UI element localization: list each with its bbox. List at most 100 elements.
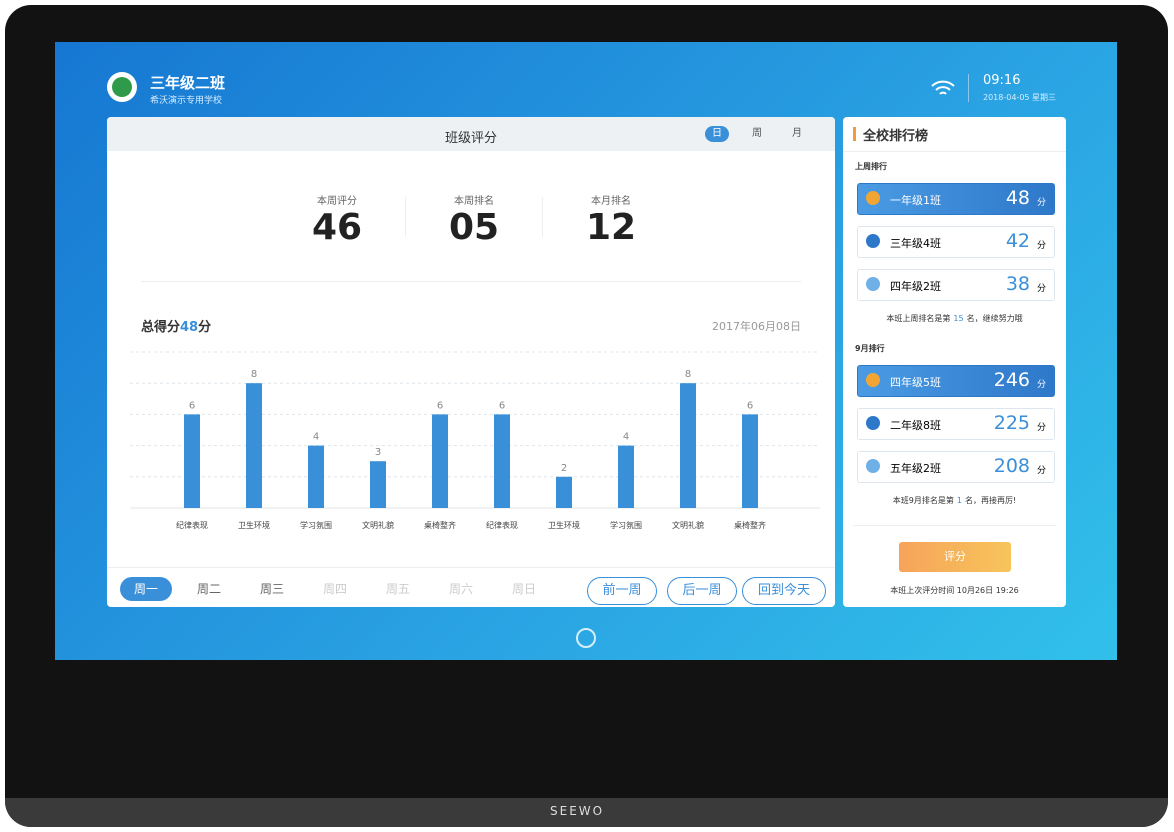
stat-value: 05 — [448, 207, 500, 248]
weekday: 星期三 — [1032, 93, 1057, 102]
score: 42 — [1005, 230, 1030, 252]
period-tab[interactable]: 月 — [792, 128, 802, 139]
value-label: 3 — [375, 447, 381, 458]
note-pre: 本班上周排名是第 — [886, 314, 951, 323]
home-button[interactable] — [576, 628, 596, 648]
ranking-title: 全校排行榜 — [863, 129, 929, 144]
value-label: 6 — [747, 400, 753, 411]
stat-label: 本周排名 — [454, 196, 494, 207]
rank-row: 三年级4班 42 分 — [857, 226, 1055, 258]
class-name: 一年级1班 — [890, 194, 941, 207]
stat-value: 12 — [585, 207, 637, 248]
day-tab[interactable]: 周三 — [259, 582, 284, 596]
class-name: 四年级2班 — [890, 280, 941, 293]
school-name: 希沃演示专用学校 — [150, 96, 223, 106]
unit: 分 — [1036, 241, 1046, 251]
day-tab[interactable]: 周六 — [448, 582, 473, 596]
group-title: 9月排行 — [855, 344, 885, 353]
value-label: 6 — [437, 400, 443, 411]
x-tick-label: 卫生环境 — [548, 520, 580, 530]
chart-date: 2017年06月08日 — [712, 320, 801, 333]
stat-divider — [542, 197, 543, 237]
score-panel: 班级评分 总得分48分 2017年06月08日 日周月本周评分 46 本周排名 05 本… — [107, 117, 835, 607]
class-name: 五年级2班 — [890, 462, 941, 475]
value-label: 4 — [623, 432, 629, 443]
note-post: 名，继续努力哦 — [966, 314, 1023, 323]
day-tab[interactable]: 周二 — [196, 582, 221, 596]
total-value: 48 — [180, 320, 199, 335]
rank-note: 本班9月排名是第 1 名，再接再厉! — [843, 495, 1066, 506]
score: 246 — [993, 369, 1030, 391]
note-rank: 15 — [953, 314, 964, 323]
x-tick-label: 桌椅整齐 — [734, 520, 766, 530]
bar-chart: 6 纪律表现 8 卫生环境 4 学习氛围 3 文明礼貌 6 桌椅整齐 6 纪律表现 2 卫生环境 4 学习氛围… — [130, 351, 820, 530]
score: 48 — [1005, 187, 1030, 209]
stat-label: 本月排名 — [591, 196, 631, 207]
x-tick-label: 文明礼貌 — [672, 520, 704, 530]
x-tick-label: 纪律表现 — [176, 520, 208, 530]
medal — [866, 416, 880, 430]
x-tick-label: 学习氛围 — [610, 520, 642, 530]
rank-row: 五年级2班 208 分 — [857, 451, 1055, 483]
day-tab[interactable]: 周四 — [322, 582, 347, 596]
device-strip — [5, 798, 1168, 827]
bar — [618, 445, 634, 508]
rank-row: 四年级2班 38 分 — [857, 269, 1055, 301]
group-title: 上周排行 — [855, 162, 887, 171]
score: 225 — [993, 412, 1030, 434]
unit: 分 — [1036, 466, 1046, 476]
date: 2018-04-05 星期三 — [983, 92, 1056, 103]
rank-row: 四年级5班 246 分 — [857, 365, 1055, 397]
bar — [680, 383, 696, 508]
bar — [742, 414, 758, 508]
bar — [246, 383, 262, 508]
rate-button[interactable]: 评分 — [899, 542, 1011, 572]
x-tick-label: 纪律表现 — [486, 520, 518, 530]
value-label: 2 — [561, 463, 567, 474]
medal — [866, 234, 880, 248]
value-label: 4 — [313, 432, 319, 443]
brand: SEEWO — [550, 804, 605, 818]
day-tab[interactable]: 周五 — [385, 582, 410, 596]
medal — [866, 459, 880, 473]
period-tab[interactable]: 日 — [705, 126, 729, 142]
value-label: 6 — [499, 400, 505, 411]
total-score: 总得分48分 — [141, 316, 211, 335]
rank-row: 二年级8班 225 分 — [857, 408, 1055, 440]
bar — [370, 461, 386, 508]
stat-label: 本周评分 — [317, 196, 357, 207]
bar — [308, 445, 324, 508]
period-tab[interactable]: 周 — [752, 128, 762, 139]
rank-row: 一年级1班 48 分 — [857, 183, 1055, 215]
total-unit: 分 — [198, 320, 212, 335]
day-tab[interactable]: 周日 — [511, 582, 536, 596]
bar — [184, 414, 200, 508]
note-pre: 本班9月排名是第 — [892, 496, 954, 505]
day-tab[interactable]: 周一 — [120, 577, 172, 601]
medal — [866, 373, 880, 387]
medal — [866, 191, 880, 205]
stat-divider — [405, 197, 406, 237]
bar — [556, 476, 572, 508]
note-rank: 1 — [956, 496, 962, 505]
medal — [866, 277, 880, 291]
class-name: 二年级8班 — [890, 419, 941, 432]
unit: 分 — [1036, 198, 1046, 208]
panel-title: 班级评分 — [444, 131, 497, 146]
unit: 分 — [1036, 380, 1046, 390]
nav-button[interactable]: 后一周 — [667, 577, 737, 605]
unit: 分 — [1036, 423, 1046, 433]
value-label: 8 — [251, 369, 257, 380]
rank-note: 本班上周排名是第 15 名，继续努力哦 — [843, 313, 1066, 324]
date-text: 2018-04-05 — [983, 93, 1030, 102]
x-tick-label: 卫生环境 — [238, 520, 270, 530]
nav-button[interactable]: 回到今天 — [742, 577, 826, 605]
x-tick-label: 桌椅整齐 — [424, 520, 456, 530]
school-logo — [107, 72, 137, 102]
wifi-icon — [931, 80, 955, 95]
score: 208 — [993, 455, 1030, 477]
stat-value: 46 — [311, 207, 363, 248]
value-label: 6 — [189, 400, 195, 411]
nav-button[interactable]: 前一周 — [587, 577, 657, 605]
